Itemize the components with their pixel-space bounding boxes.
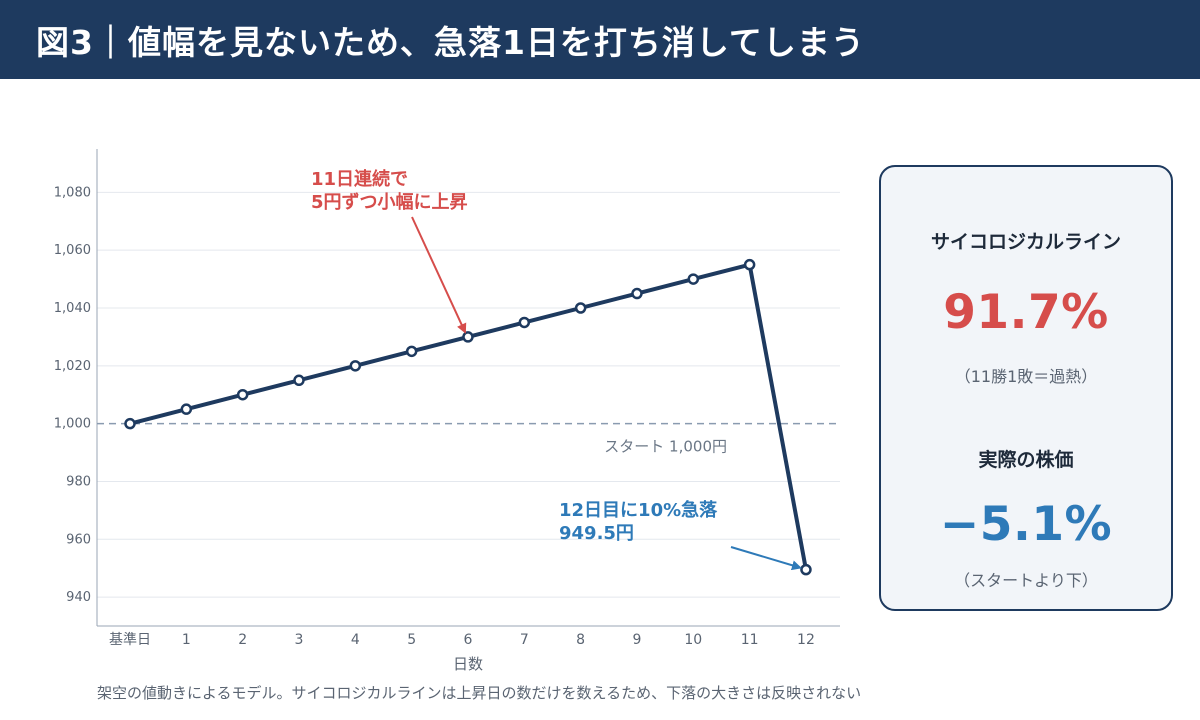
data-point: [293, 374, 305, 387]
data-point: [236, 388, 249, 401]
y-tick-label: 1,040: [54, 301, 91, 316]
actual-price-label: 実際の株価: [978, 449, 1074, 471]
data-point: [349, 360, 362, 372]
x-tick-label: 9: [633, 632, 642, 648]
x-tick-label: 7: [520, 632, 529, 648]
y-tick-label: 960: [66, 532, 91, 547]
actual-price-note: （スタートより下）: [954, 571, 1098, 590]
x-tick-label: 4: [351, 632, 360, 648]
footnote: 架空の値動きによるモデル。サイコロジカルラインは上昇日の数だけを数えるため、下落…: [97, 684, 862, 702]
y-tick-label: 1,060: [54, 243, 91, 258]
series-price: [124, 258, 812, 576]
x-tick-label: 1: [182, 632, 191, 648]
y-tick-label: 940: [66, 590, 91, 605]
data-point: [800, 563, 812, 576]
data-point: [631, 287, 643, 300]
header-bar: 図3｜値幅を見ないため、急落1日を打ち消してしまう: [0, 0, 1200, 79]
x-tick-label: 3: [295, 632, 304, 648]
x-tick-label: 5: [407, 632, 416, 648]
y-tick-label: 1,000: [54, 417, 91, 432]
data-point: [405, 345, 418, 358]
start-reference-label: スタート 1,000円: [604, 438, 727, 456]
data-point: [462, 331, 474, 343]
data-point: [518, 316, 531, 329]
grid-lines: [97, 191, 840, 598]
annotation-drop-line2: 949.5円: [559, 523, 634, 544]
annotation-rise-line1: 11日連続で: [311, 168, 408, 190]
psych-line-label: サイコロジカルライン: [930, 231, 1121, 253]
data-point: [743, 258, 756, 271]
data-point: [687, 273, 700, 285]
annotation-drop-arrow: [730, 546, 802, 571]
y-tick-label: 980: [66, 474, 91, 489]
x-tick-label: 基準日: [109, 631, 151, 648]
x-tick-label: 10: [684, 632, 702, 648]
psych-line-note: （11勝1敗＝過熱）: [954, 367, 1098, 386]
data-point: [574, 302, 587, 314]
series-line-price: [129, 262, 808, 570]
y-tick-label: 1,020: [54, 359, 91, 374]
annotation-drop-line1: 12日目に10%急落: [559, 499, 718, 521]
actual-price-value: −5.1%: [939, 497, 1113, 552]
x-tick-label: 2: [238, 632, 247, 648]
x-tick-label: 11: [741, 632, 759, 648]
indicator-panel: サイコロジカルライン 91.7% （11勝1敗＝過熱） 実際の株価 −5.1% …: [879, 165, 1173, 611]
x-tick-label: 12: [797, 632, 815, 648]
data-point: [124, 417, 136, 430]
reference-line: スタート 1,000円: [97, 422, 840, 456]
y-tick-label: 1,080: [54, 185, 91, 200]
x-axis-title: 日数: [453, 655, 483, 673]
psych-line-value: 91.7%: [943, 285, 1109, 340]
annotation-rise-line2: 5円ずつ小幅に上昇: [311, 191, 468, 213]
x-tick-label: 8: [576, 632, 585, 648]
x-tick-label: 6: [464, 632, 473, 648]
annotation-rise-arrow: [411, 216, 467, 334]
page-title: 図3｜値幅を見ないため、急落1日を打ち消してしまう: [36, 22, 865, 62]
data-point: [180, 403, 193, 415]
